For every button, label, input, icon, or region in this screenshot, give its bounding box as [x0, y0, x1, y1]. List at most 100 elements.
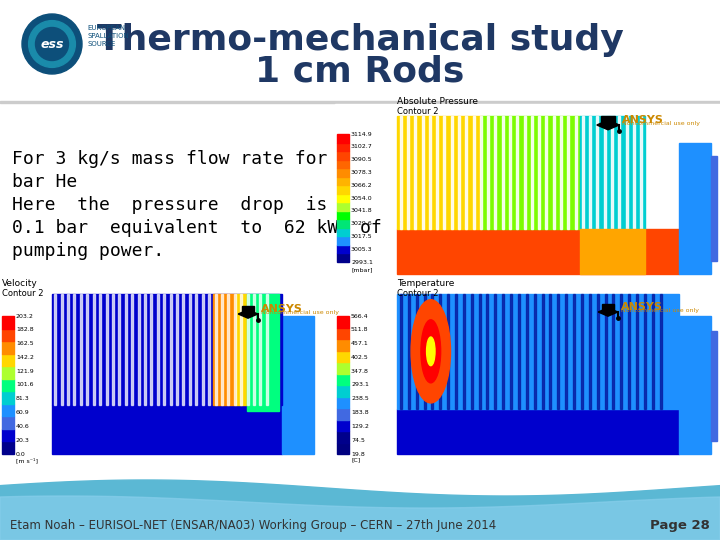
Bar	[266, 294, 268, 406]
Bar	[573, 294, 575, 409]
Text: 162.5: 162.5	[16, 341, 34, 346]
Bar	[463, 294, 465, 409]
Bar	[337, 228, 349, 237]
Text: 0.0: 0.0	[16, 451, 26, 456]
Bar	[337, 237, 349, 245]
Bar	[2, 442, 14, 454]
Bar	[337, 316, 349, 327]
Bar	[54, 294, 56, 406]
Polygon shape	[597, 120, 619, 130]
Text: 129.2: 129.2	[351, 424, 369, 429]
Bar	[640, 116, 642, 229]
Bar	[531, 116, 533, 229]
Bar	[397, 292, 717, 454]
Bar	[86, 294, 89, 406]
Bar	[150, 294, 153, 406]
Bar	[480, 116, 482, 229]
Bar	[221, 294, 223, 406]
Text: 60.9: 60.9	[16, 410, 30, 415]
Bar	[337, 194, 349, 202]
Bar	[541, 294, 544, 409]
Text: Noncommercial use only: Noncommercial use only	[622, 121, 701, 126]
Bar	[106, 294, 107, 406]
Bar	[0, 286, 325, 458]
Text: ANSYS: ANSYS	[621, 302, 662, 312]
Bar	[60, 294, 63, 406]
Bar	[458, 116, 460, 229]
Text: Noncommercial use only: Noncommercial use only	[621, 308, 699, 313]
Bar	[628, 294, 630, 409]
Bar	[2, 316, 14, 328]
Bar	[52, 294, 282, 406]
Bar	[636, 294, 638, 409]
Text: 19.8: 19.8	[351, 451, 365, 456]
Circle shape	[22, 14, 82, 74]
Bar	[138, 294, 140, 406]
Bar	[170, 294, 171, 406]
Text: 347.8: 347.8	[351, 369, 369, 374]
Bar	[444, 116, 446, 229]
Text: 2993.1: 2993.1	[351, 260, 373, 265]
Bar	[421, 116, 423, 229]
Bar	[407, 116, 409, 229]
Bar	[679, 143, 711, 274]
Bar	[503, 294, 504, 409]
Bar	[235, 294, 247, 406]
Bar	[397, 229, 679, 274]
Text: 3090.5: 3090.5	[351, 157, 373, 162]
Bar	[626, 116, 628, 229]
Bar	[2, 366, 14, 379]
Bar	[495, 294, 496, 409]
Bar	[337, 396, 349, 408]
Bar	[523, 116, 526, 229]
Bar	[613, 294, 614, 409]
Bar	[2, 379, 14, 392]
Text: 566.4: 566.4	[351, 314, 369, 319]
Bar	[282, 316, 314, 454]
Text: Here  the  pressure  drop  is: Here the pressure drop is	[12, 196, 328, 214]
Bar	[436, 116, 438, 229]
Text: 121.9: 121.9	[16, 369, 34, 374]
Bar	[447, 294, 449, 409]
Bar	[335, 286, 720, 458]
Bar	[487, 116, 489, 229]
Bar	[465, 116, 467, 229]
Bar	[679, 316, 711, 454]
Bar	[2, 341, 14, 354]
Bar	[2, 429, 14, 442]
Bar	[337, 143, 349, 151]
Text: 293.1: 293.1	[351, 382, 369, 388]
Bar	[439, 294, 441, 409]
Ellipse shape	[421, 320, 441, 383]
Bar	[176, 294, 178, 406]
Bar	[2, 404, 14, 416]
Text: 20.3: 20.3	[16, 438, 30, 443]
Bar	[575, 116, 577, 229]
Text: 3041.8: 3041.8	[351, 208, 373, 213]
Bar	[557, 294, 559, 409]
Bar	[337, 408, 349, 420]
Bar	[618, 116, 621, 229]
Bar	[337, 350, 349, 362]
Text: Page 28: Page 28	[650, 519, 710, 532]
Bar	[565, 294, 567, 409]
Bar	[526, 294, 528, 409]
Bar	[711, 331, 717, 441]
Bar	[580, 116, 645, 229]
Bar	[73, 294, 76, 406]
Bar	[52, 406, 282, 454]
Text: Velocity: Velocity	[2, 279, 37, 288]
Text: 183.8: 183.8	[351, 410, 369, 415]
Text: ess: ess	[40, 37, 64, 51]
Bar	[202, 294, 204, 406]
Ellipse shape	[426, 337, 435, 366]
Bar	[415, 294, 418, 409]
Bar	[337, 442, 349, 454]
Text: Noncommercial use only: Noncommercial use only	[261, 310, 339, 315]
Bar	[335, 104, 720, 282]
Bar	[2, 354, 14, 366]
Bar	[633, 116, 635, 229]
Bar	[163, 294, 165, 406]
Bar	[337, 185, 349, 194]
Bar	[414, 116, 416, 229]
